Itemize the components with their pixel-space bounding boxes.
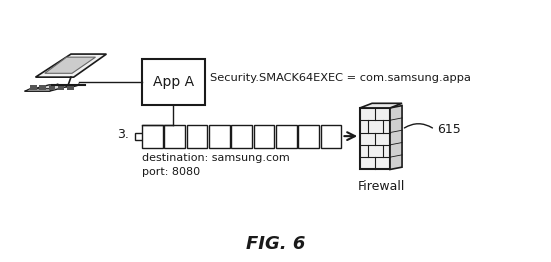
Polygon shape bbox=[30, 89, 36, 90]
Polygon shape bbox=[390, 106, 402, 170]
FancyBboxPatch shape bbox=[136, 133, 150, 140]
Polygon shape bbox=[67, 87, 74, 89]
Text: 3.: 3. bbox=[117, 128, 129, 141]
FancyBboxPatch shape bbox=[299, 125, 319, 148]
Polygon shape bbox=[39, 85, 46, 87]
Polygon shape bbox=[67, 89, 74, 90]
FancyBboxPatch shape bbox=[360, 108, 390, 170]
Polygon shape bbox=[58, 87, 64, 89]
Polygon shape bbox=[48, 87, 55, 89]
Polygon shape bbox=[360, 103, 402, 108]
Text: App A: App A bbox=[153, 75, 194, 89]
Polygon shape bbox=[48, 85, 55, 87]
FancyBboxPatch shape bbox=[142, 59, 204, 105]
FancyBboxPatch shape bbox=[142, 125, 163, 148]
FancyBboxPatch shape bbox=[276, 125, 297, 148]
FancyBboxPatch shape bbox=[187, 125, 207, 148]
Text: Security.SMACK64EXEC = com.samsung.appa: Security.SMACK64EXEC = com.samsung.appa bbox=[210, 73, 471, 83]
Polygon shape bbox=[35, 54, 106, 77]
FancyBboxPatch shape bbox=[164, 125, 185, 148]
Polygon shape bbox=[30, 87, 36, 89]
Polygon shape bbox=[48, 89, 55, 90]
Polygon shape bbox=[45, 57, 95, 73]
FancyBboxPatch shape bbox=[209, 125, 230, 148]
Text: destination: samsung.com
port: 8080: destination: samsung.com port: 8080 bbox=[142, 153, 290, 177]
Polygon shape bbox=[58, 85, 64, 87]
FancyBboxPatch shape bbox=[253, 125, 274, 148]
Polygon shape bbox=[67, 85, 74, 87]
FancyBboxPatch shape bbox=[321, 125, 342, 148]
Polygon shape bbox=[25, 89, 55, 91]
Text: FIG. 6: FIG. 6 bbox=[246, 235, 305, 253]
Polygon shape bbox=[25, 85, 74, 91]
Polygon shape bbox=[39, 87, 46, 89]
Polygon shape bbox=[30, 85, 36, 87]
FancyBboxPatch shape bbox=[231, 125, 252, 148]
Text: Firewall: Firewall bbox=[358, 180, 405, 193]
Polygon shape bbox=[58, 89, 64, 90]
Text: 615: 615 bbox=[437, 123, 461, 136]
Polygon shape bbox=[39, 89, 46, 90]
